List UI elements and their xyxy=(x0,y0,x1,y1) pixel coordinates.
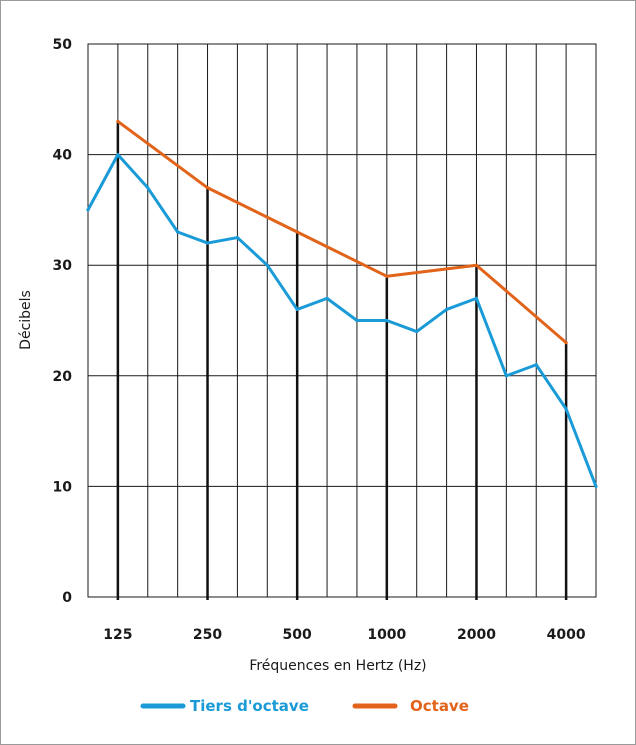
series-point xyxy=(444,307,449,312)
series-point xyxy=(564,341,568,345)
x-tick-label: 250 xyxy=(193,627,222,643)
y-tick-label: 20 xyxy=(53,369,73,385)
x-axis-title: Fréquences en Hertz (Hz) xyxy=(249,658,426,674)
y-tick-label: 0 xyxy=(62,590,72,606)
series-line-1 xyxy=(116,119,568,345)
y-tick-label: 50 xyxy=(53,37,73,53)
series-point xyxy=(355,318,359,323)
y-tick-labels: 0 10 20 30 40 50 xyxy=(53,37,73,606)
y-tick-label: 40 xyxy=(53,148,73,164)
y-tick-label: 10 xyxy=(53,479,73,495)
series-point xyxy=(474,263,479,267)
legend: Tiers d'octave Octave xyxy=(140,697,469,715)
series-point xyxy=(295,230,299,234)
series-point xyxy=(205,186,210,190)
series-point xyxy=(594,484,598,488)
series-point xyxy=(504,374,508,378)
series-point xyxy=(176,230,180,234)
x-tick-label: 500 xyxy=(283,627,312,643)
x-tick-label: 125 xyxy=(103,627,132,643)
series-point xyxy=(116,119,120,124)
series-point xyxy=(205,241,210,245)
series-line-0 xyxy=(86,153,598,488)
series-point xyxy=(116,153,120,157)
series-point xyxy=(385,318,389,323)
legend-label: Tiers d'octave xyxy=(190,697,309,715)
y-axis-title: Décibels xyxy=(18,290,34,350)
x-tick-label: 2000 xyxy=(457,627,496,643)
series-point xyxy=(86,208,90,212)
series-point xyxy=(474,296,479,300)
series-point xyxy=(564,407,568,411)
x-tick-label: 4000 xyxy=(547,627,586,643)
octave-bars xyxy=(116,121,568,600)
series-point xyxy=(325,296,329,300)
y-tick-label: 30 xyxy=(53,258,73,274)
plot-background xyxy=(88,44,596,597)
legend-label: Octave xyxy=(410,697,469,715)
series-point xyxy=(385,274,389,278)
series-lines xyxy=(86,119,598,488)
series-point xyxy=(415,329,419,334)
series-point xyxy=(295,307,299,312)
series-point xyxy=(534,363,538,367)
series-point xyxy=(146,186,150,190)
series-point xyxy=(265,263,269,267)
x-tick-labels: 125 250 500 1000 2000 4000 xyxy=(103,627,586,643)
x-tick-label: 1000 xyxy=(367,627,406,643)
plot-border xyxy=(87,43,597,598)
series-point xyxy=(235,235,240,240)
